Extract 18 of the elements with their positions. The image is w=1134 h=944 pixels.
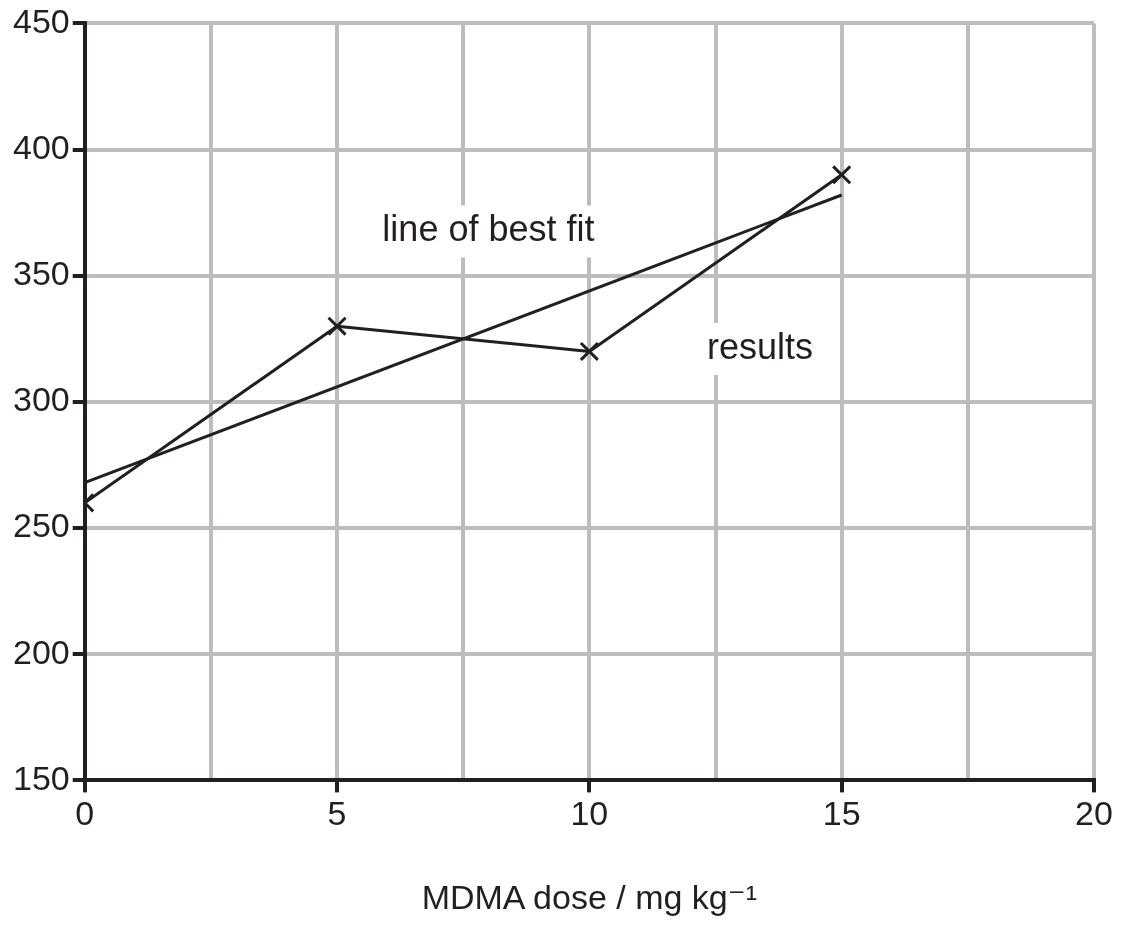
annotation: line of best fit bbox=[382, 208, 595, 250]
y-tick-label: 350 bbox=[12, 254, 70, 293]
point bbox=[579, 341, 600, 362]
x-axis-title: MDMA dose / mg kg⁻¹ bbox=[421, 877, 758, 916]
y-tick-label: 450 bbox=[12, 1, 70, 40]
y-tick-label: 200 bbox=[12, 632, 70, 671]
y-tick-label: 250 bbox=[12, 506, 70, 545]
point bbox=[327, 316, 348, 337]
x-tick-label: 0 bbox=[75, 794, 95, 833]
point bbox=[831, 164, 852, 185]
y-tick-label: 300 bbox=[12, 380, 70, 419]
x-tick-label: 15 bbox=[822, 794, 861, 833]
x-tick-label: 5 bbox=[327, 794, 347, 833]
x-tick-label: 10 bbox=[570, 794, 609, 833]
y-tick-label: 400 bbox=[12, 127, 70, 166]
annotation: results bbox=[706, 325, 813, 367]
x-tick-label: 20 bbox=[1075, 794, 1113, 833]
y-tick-label: 150 bbox=[12, 758, 70, 797]
